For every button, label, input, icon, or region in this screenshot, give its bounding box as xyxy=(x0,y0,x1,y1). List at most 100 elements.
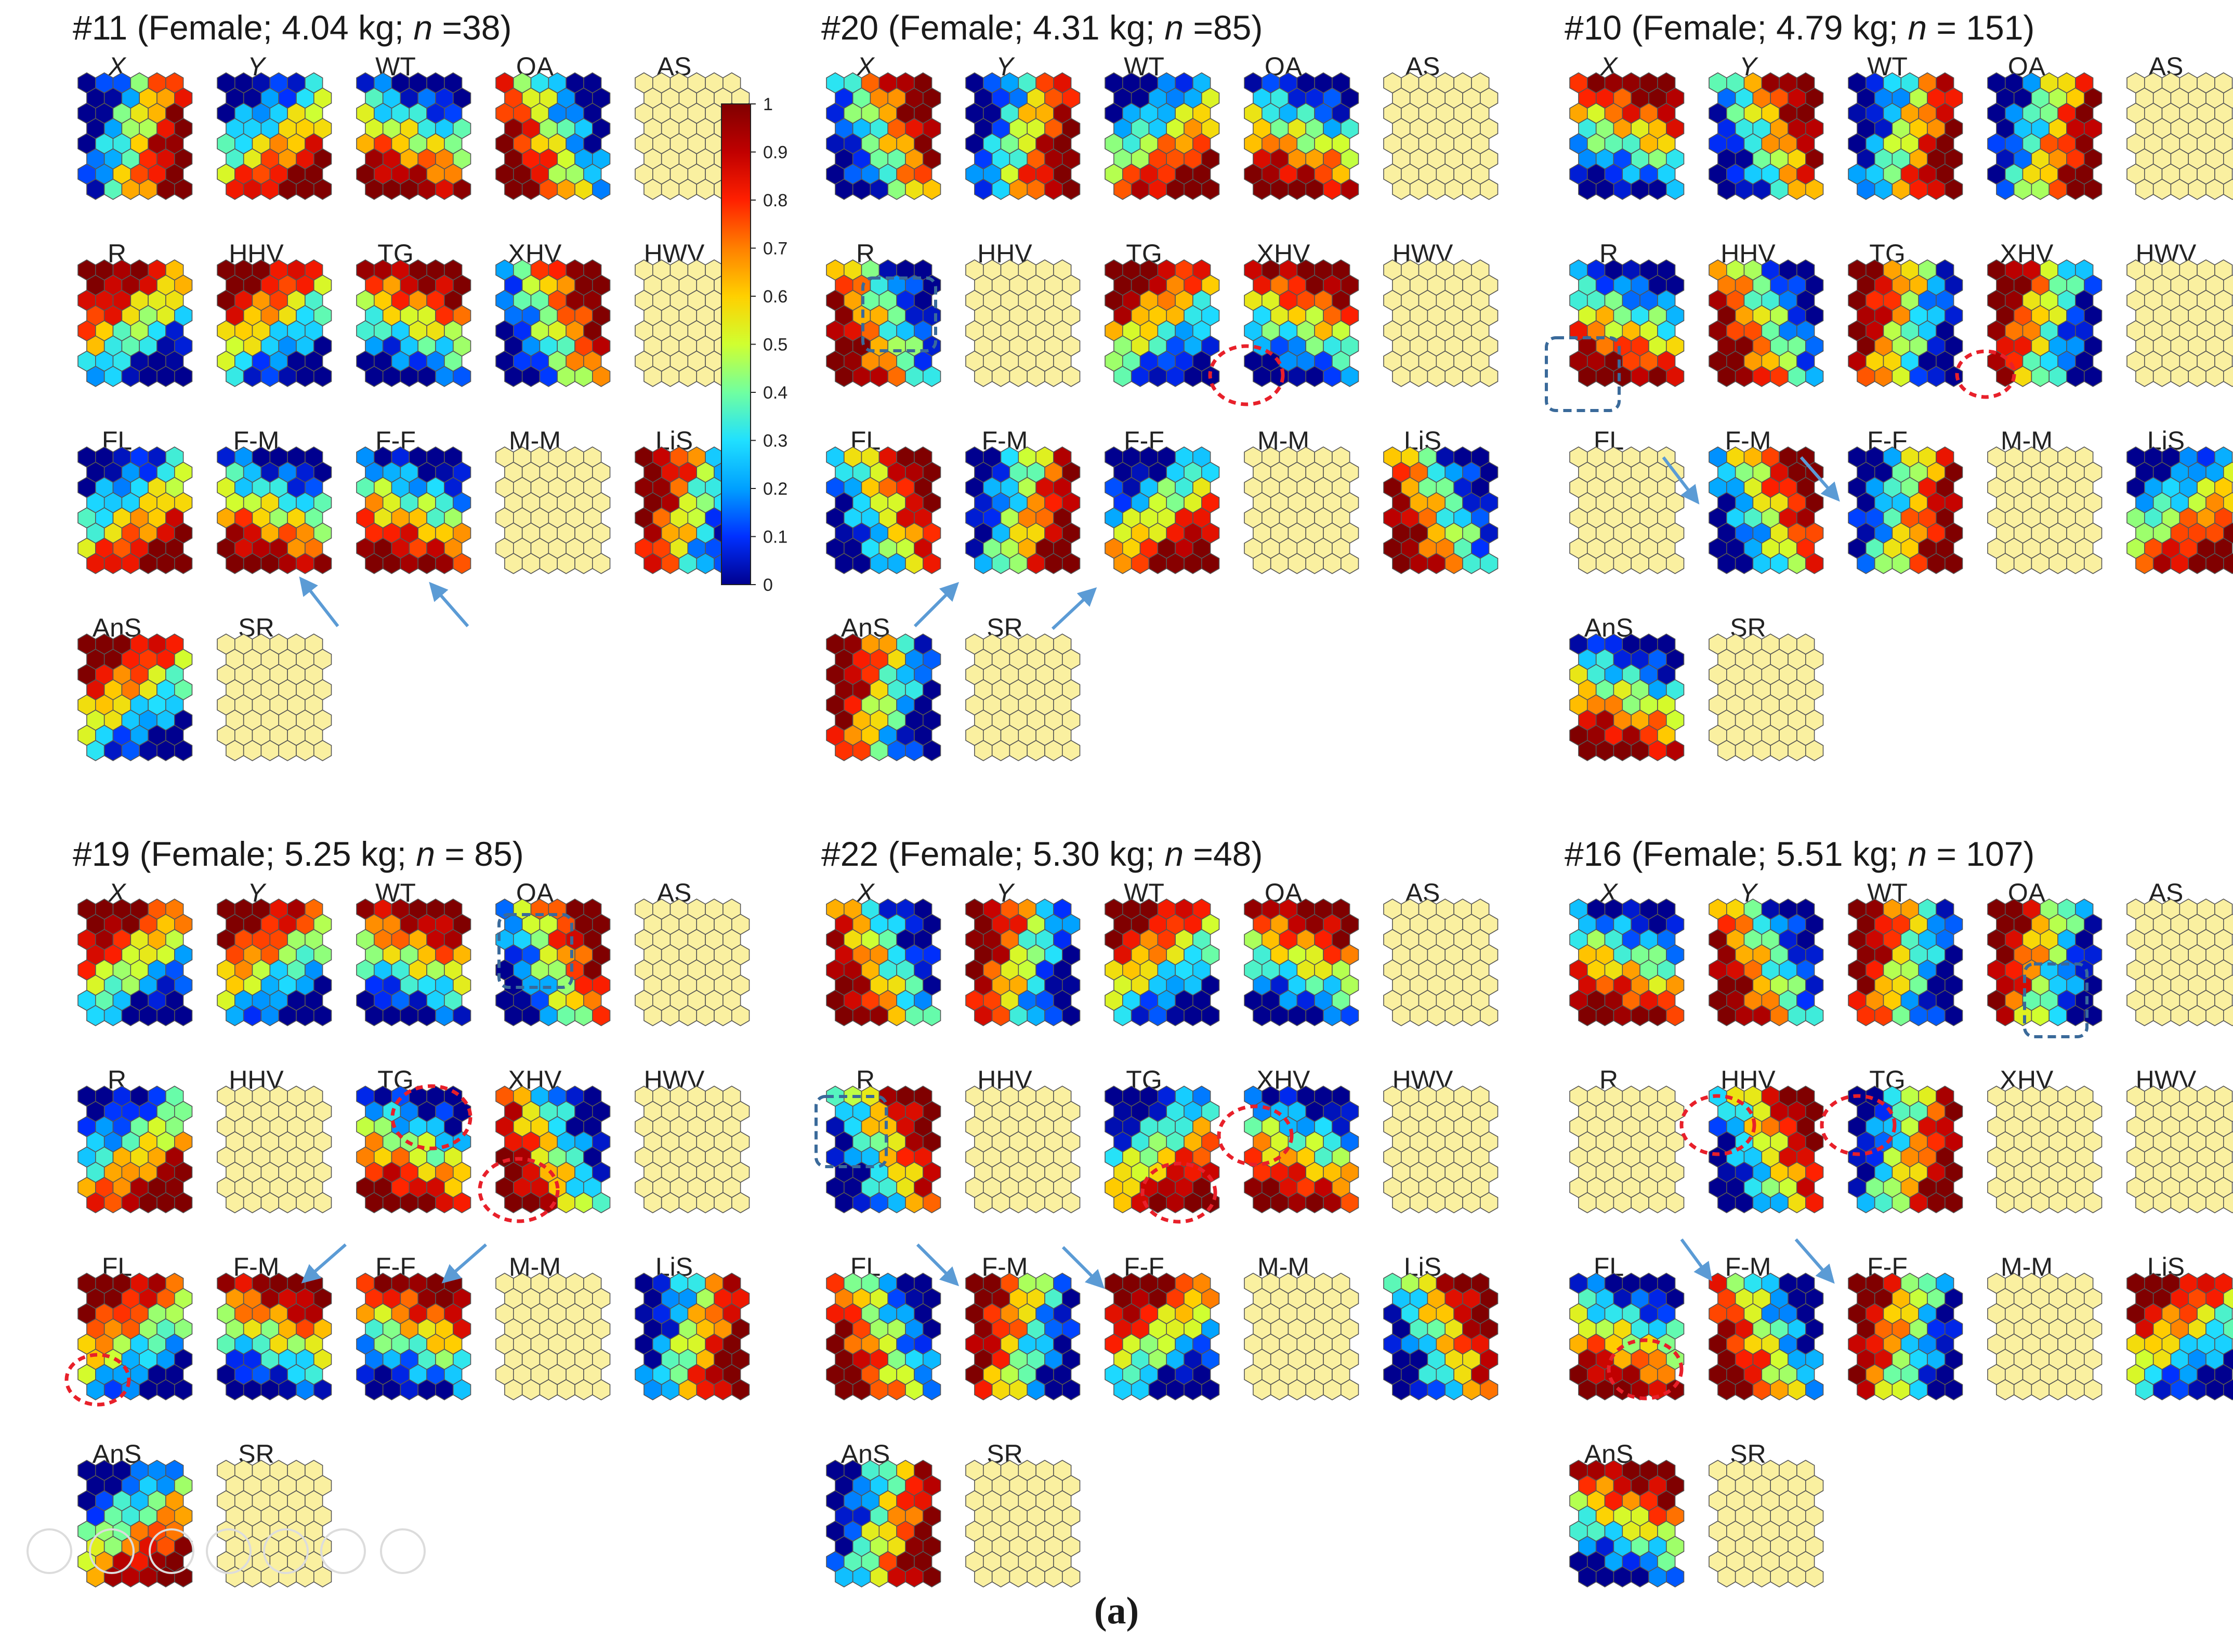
som-map-as: AS xyxy=(2126,878,2233,1026)
som-map-m-m: M-M xyxy=(1244,426,1359,574)
som-map-f-f: F-F xyxy=(356,426,471,574)
som-map-x: X xyxy=(1569,52,1685,200)
som-map-x: X xyxy=(77,878,193,1026)
som-map-m-m: M-M xyxy=(1987,426,2103,574)
som-map-oa: OA xyxy=(1244,52,1359,200)
som-map-fl: FL xyxy=(77,1252,193,1400)
som-map-x: X xyxy=(826,878,941,1026)
som-node xyxy=(452,178,471,200)
som-map-f-m: F-M xyxy=(217,426,332,574)
som-node xyxy=(1062,365,1081,387)
som-node xyxy=(1805,365,1824,387)
som-map-hhv: HHV xyxy=(217,239,332,387)
som-map-fl: FL xyxy=(1569,426,1685,574)
som-map-as: AS xyxy=(635,878,750,1026)
som-node xyxy=(1805,178,1824,200)
som-map-x: X xyxy=(1569,878,1685,1026)
som-map-wt: WT xyxy=(356,878,471,1026)
som-map-f-f: F-F xyxy=(1105,426,1220,574)
som-node xyxy=(923,552,941,574)
som-map-oa: OA xyxy=(1244,878,1359,1026)
som-map-tg: TG xyxy=(1848,1065,1963,1213)
som-node xyxy=(1201,178,1220,200)
som-node xyxy=(2084,178,2103,200)
som-map-lis: LiS xyxy=(2126,426,2233,574)
som-map-m-m: M-M xyxy=(495,1252,611,1400)
som-node xyxy=(1062,552,1081,574)
som-node xyxy=(313,178,332,200)
som-map-lis: LiS xyxy=(2126,1252,2233,1400)
som-map-r: R xyxy=(826,1065,941,1213)
som-map-r: R xyxy=(826,239,941,387)
som-map-oa: OA xyxy=(495,878,611,1026)
som-node xyxy=(1480,365,1499,387)
som-map-hwv: HWV xyxy=(635,1065,750,1213)
som-map-hhv: HHV xyxy=(1709,1065,1824,1213)
som-map-y: Y xyxy=(1709,878,1824,1026)
som-map-y: Y xyxy=(217,52,332,200)
som-map-lis: LiS xyxy=(1383,426,1499,574)
som-map-hwv: HWV xyxy=(2126,239,2233,387)
som-node xyxy=(313,739,332,761)
som-node xyxy=(313,552,332,574)
som-map-xhv: XHV xyxy=(1244,1065,1359,1213)
som-node xyxy=(1062,739,1081,761)
som-map-xhv: XHV xyxy=(495,1065,611,1213)
som-map-f-f: F-F xyxy=(1105,1252,1220,1400)
som-map-f-m: F-M xyxy=(1709,426,1824,574)
som-node xyxy=(1945,178,1963,200)
som-map-hhv: HHV xyxy=(217,1065,332,1213)
som-map-m-m: M-M xyxy=(495,426,611,574)
som-node xyxy=(1062,178,1081,200)
som-map-f-f: F-F xyxy=(1848,426,1963,574)
som-node xyxy=(1480,552,1499,574)
som-map-xhv: XHV xyxy=(1244,239,1359,387)
som-map-tg: TG xyxy=(356,1065,471,1213)
som-map-as: AS xyxy=(1383,878,1499,1026)
som-map-sr: SR xyxy=(217,613,332,761)
som-map-wt: WT xyxy=(1848,52,1963,200)
som-map-wt: WT xyxy=(1105,52,1220,200)
som-node xyxy=(1666,365,1685,387)
som-map-ans: AnS xyxy=(77,613,193,761)
som-map-hhv: HHV xyxy=(965,239,1081,387)
som-map-oa: OA xyxy=(1987,52,2103,200)
som-node xyxy=(592,365,611,387)
som-map-y: Y xyxy=(965,878,1081,1026)
som-map-tg: TG xyxy=(1105,239,1220,387)
som-map-xhv: XHV xyxy=(1987,239,2103,387)
som-node xyxy=(923,365,941,387)
som-node xyxy=(452,365,471,387)
som-map-f-f: F-F xyxy=(1848,1252,1963,1400)
som-node xyxy=(1201,552,1220,574)
som-node xyxy=(174,365,193,387)
som-map-x: X xyxy=(77,52,193,200)
som-node xyxy=(1341,552,1359,574)
som-map-wt: WT xyxy=(1848,878,1963,1026)
som-map-sr: SR xyxy=(965,1439,1081,1588)
som-node xyxy=(1945,365,1963,387)
som-map-as: AS xyxy=(1383,52,1499,200)
som-node xyxy=(1341,178,1359,200)
som-map-f-m: F-M xyxy=(1709,1252,1824,1400)
som-map-m-m: M-M xyxy=(1244,1252,1359,1400)
som-map-y: Y xyxy=(965,52,1081,200)
som-node xyxy=(1480,178,1499,200)
som-node xyxy=(2223,178,2233,200)
som-node xyxy=(452,552,471,574)
som-map-hwv: HWV xyxy=(1383,239,1499,387)
som-map-lis: LiS xyxy=(635,1252,750,1400)
som-map-hhv: HHV xyxy=(965,1065,1081,1213)
som-map-wt: WT xyxy=(1105,878,1220,1026)
som-node xyxy=(313,365,332,387)
som-map-tg: TG xyxy=(1105,1065,1220,1213)
som-map-xhv: XHV xyxy=(1987,1065,2103,1213)
som-map-f-m: F-M xyxy=(965,426,1081,574)
